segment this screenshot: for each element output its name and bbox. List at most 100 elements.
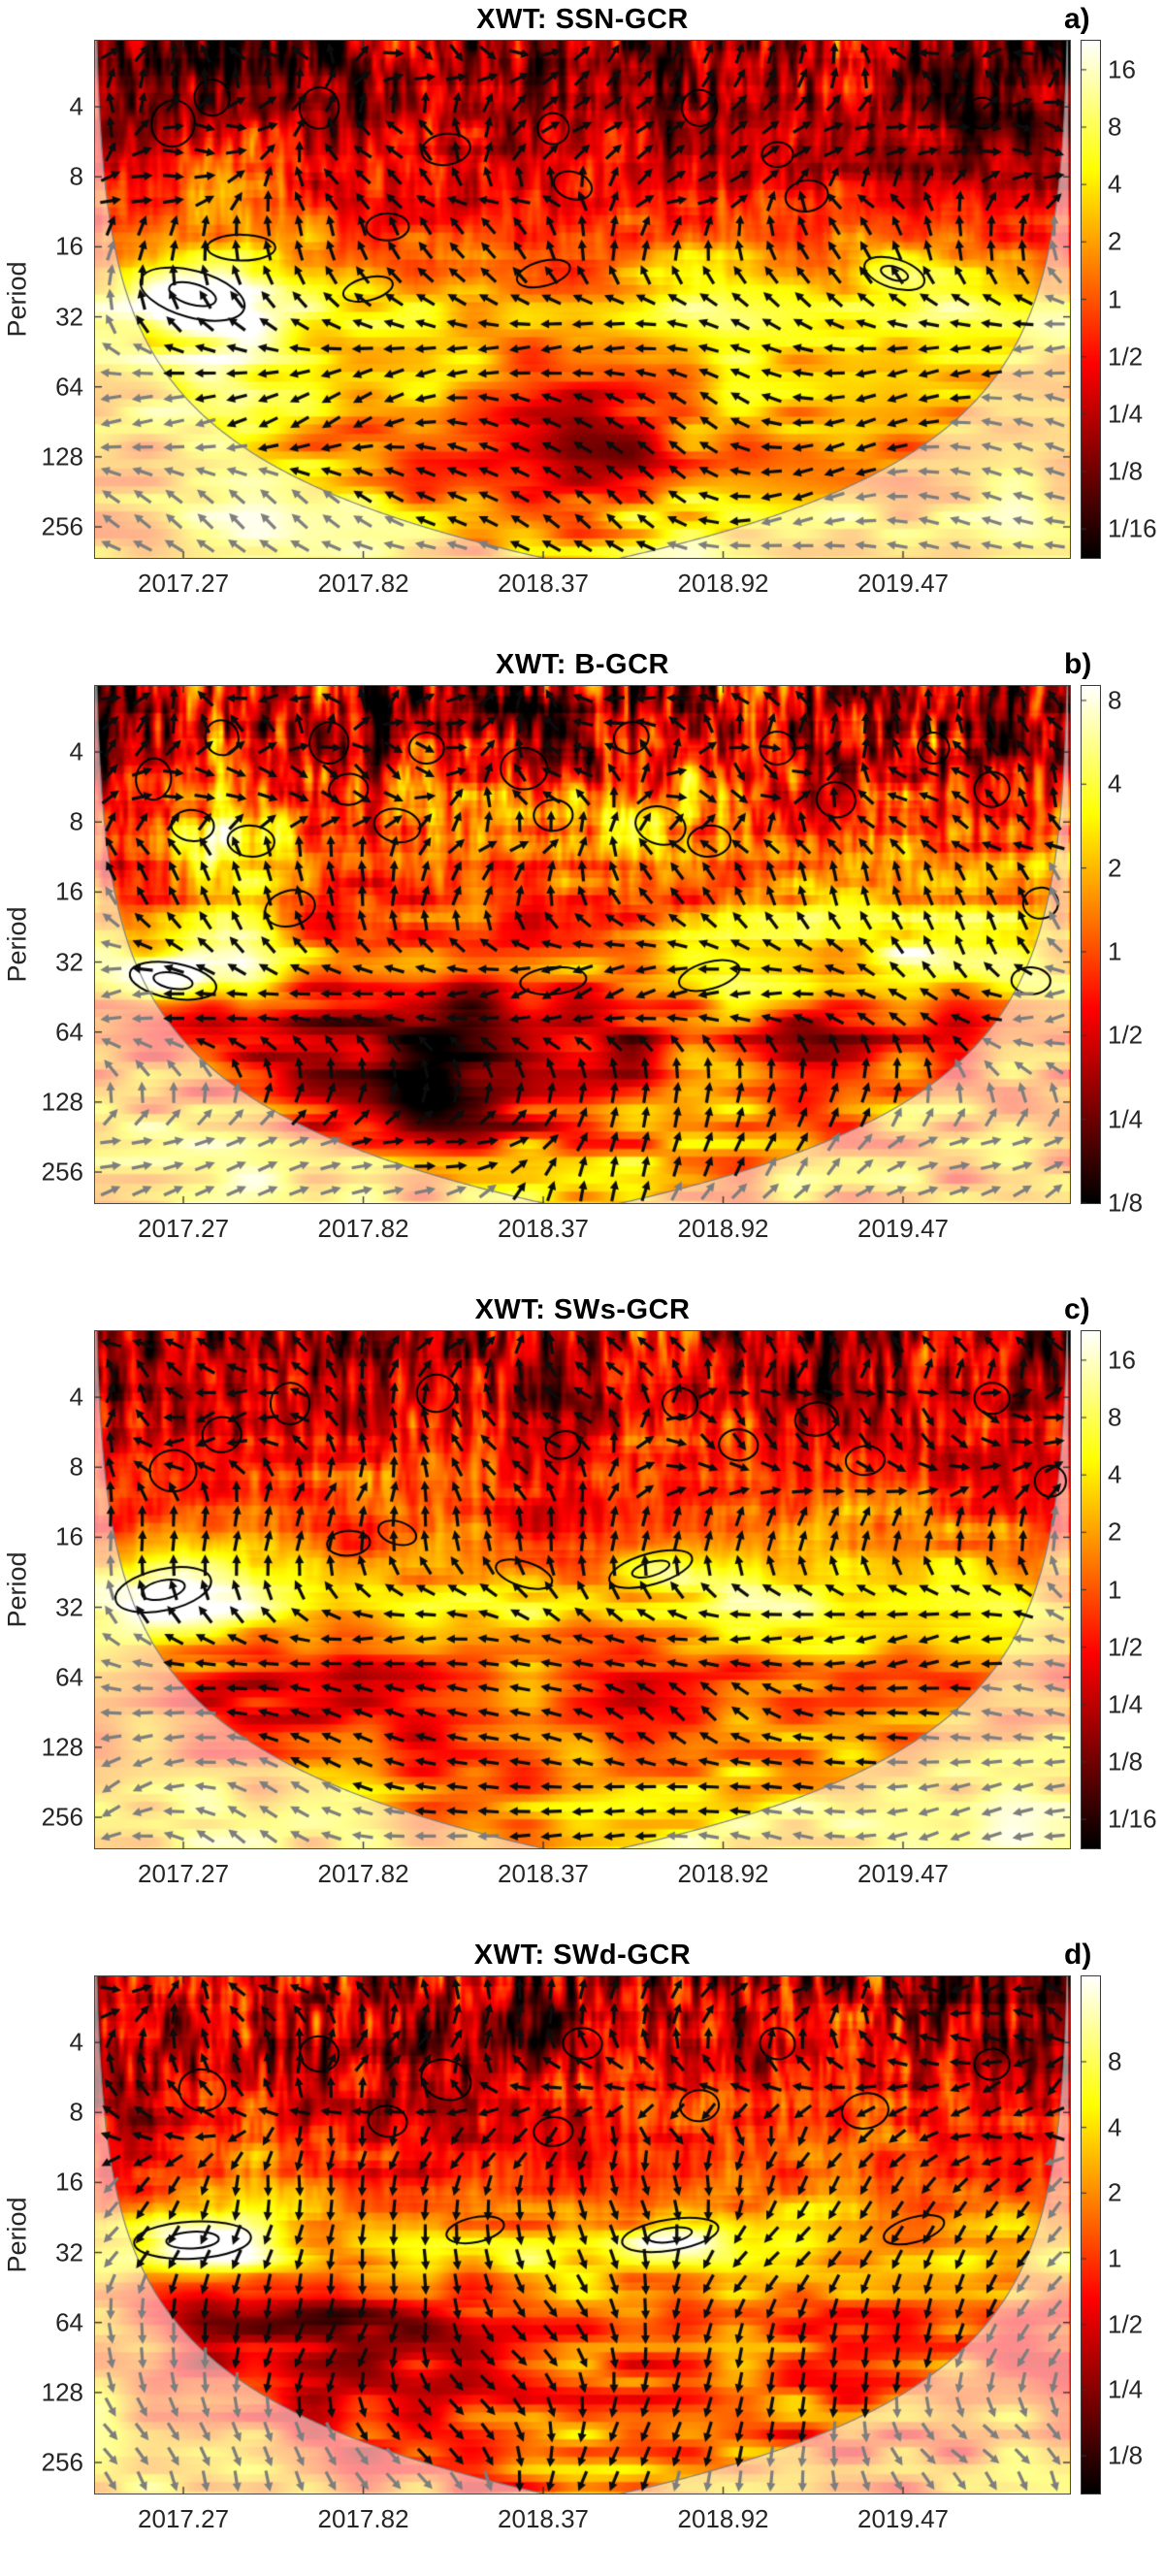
y-tick-label: 32	[55, 302, 83, 332]
colorbar-tick-label: 1	[1108, 284, 1122, 313]
colorbar-tick-label: 4	[1108, 768, 1122, 799]
y-tick-label: 256	[41, 1802, 83, 1832]
colorbar-tick-label: 1	[1108, 936, 1122, 966]
y-tick-label: 8	[69, 1451, 83, 1482]
plot-area	[94, 1975, 1071, 2494]
plot-area	[94, 685, 1071, 1204]
y-axis-ticks: 4 8 16 32 64 128 256	[0, 1331, 87, 1848]
colorbar	[1081, 685, 1101, 1204]
y-axis-ticks: 4 8 16 32 64 128 256	[0, 41, 87, 558]
y-tick-label: 64	[55, 1662, 83, 1692]
x-tick-label: 2018.92	[677, 1214, 769, 1243]
x-tick-label: 2018.37	[498, 569, 590, 598]
colorbar-canvas	[1082, 1976, 1100, 2494]
y-tick-label: 256	[41, 2447, 83, 2477]
colorbar-tick-label: 4	[1108, 1459, 1122, 1489]
x-tick-label: 2017.27	[138, 569, 230, 598]
x-axis-ticks: 2017.27 2017.82 2018.37 2018.92 2019.47	[95, 569, 1070, 602]
x-tick-label: 2018.92	[677, 569, 769, 598]
colorbar-labels: 8 4 2 1 1/2 1/4 1/8	[1108, 1976, 1164, 2494]
colorbar-tick-label: 8	[1108, 2046, 1122, 2076]
colorbar	[1081, 1975, 1101, 2494]
y-tick-label: 4	[69, 1382, 83, 1412]
colorbar-canvas	[1082, 686, 1100, 1203]
colorbar-tick-label: 1/16	[1108, 513, 1157, 543]
colorbar-tick-label: 16	[1108, 1345, 1136, 1375]
x-tick-label: 2019.47	[857, 2504, 949, 2533]
y-tick-label: 8	[69, 161, 83, 191]
x-tick-label: 2019.47	[857, 1859, 949, 1888]
y-tick-label: 32	[55, 947, 83, 977]
x-tick-label: 2019.47	[857, 569, 949, 598]
colorbar-tick-label: 8	[1108, 1402, 1122, 1432]
x-axis-ticks: 2017.27 2017.82 2018.37 2018.92 2019.47	[95, 1859, 1070, 1892]
x-tick-label: 2017.27	[138, 1859, 230, 1888]
heatmap-canvas	[95, 41, 1070, 558]
panel-letter: c)	[1064, 1293, 1090, 1325]
x-tick-label: 2019.47	[857, 1214, 949, 1243]
y-tick-label: 128	[41, 441, 83, 472]
colorbar-tick-label: 4	[1108, 169, 1122, 199]
colorbar-tick-label: 1/8	[1108, 2440, 1144, 2470]
colorbar-canvas	[1082, 1331, 1100, 1848]
colorbar-tick-label: 1	[1108, 1575, 1122, 1604]
x-axis-ticks: 2017.27 2017.82 2018.37 2018.92 2019.47	[95, 1214, 1070, 1247]
y-tick-label: 128	[41, 1087, 83, 1117]
colorbar	[1081, 40, 1101, 559]
x-tick-label: 2018.37	[498, 1859, 590, 1888]
panel-c: XWT: SWs-GCR c) Period 4 8 16 32 64 128 256 20…	[0, 1290, 1164, 1931]
x-tick-label: 2018.92	[677, 2504, 769, 2533]
x-tick-label: 2017.82	[317, 1859, 409, 1888]
colorbar-tick-label: 1	[1108, 2243, 1122, 2273]
panel-b: XWT: B-GCR b) Period 4 8 16 32 64 128 256 2017…	[0, 645, 1164, 1286]
y-tick-label: 32	[55, 1592, 83, 1622]
y-tick-label: 64	[55, 372, 83, 402]
colorbar-labels: 16 8 4 2 1 1/2 1/4 1/8 1/16	[1108, 41, 1164, 558]
x-tick-label: 2017.82	[317, 1214, 409, 1243]
panel-letter: d)	[1064, 1939, 1092, 1971]
colorbar-labels: 8 4 2 1 1/2 1/4 1/8	[1108, 685, 1164, 1217]
y-tick-label: 32	[55, 2237, 83, 2267]
colorbar-tick-label: 8	[1108, 112, 1122, 142]
panel-letter: b)	[1064, 648, 1092, 680]
colorbar-canvas	[1082, 41, 1100, 558]
panel-title: XWT: SWd-GCR	[473, 1940, 692, 1971]
colorbar-tick-label: 1/4	[1108, 399, 1144, 429]
colorbar-tick-label: 1/4	[1108, 2374, 1144, 2404]
y-tick-label: 8	[69, 2097, 83, 2127]
colorbar-labels: 16 8 4 2 1 1/2 1/4 1/8 1/16	[1108, 1331, 1164, 1848]
x-tick-label: 2018.37	[498, 2504, 590, 2533]
panel-title: XWT: SSN-GCR	[476, 4, 689, 35]
heatmap-canvas	[95, 686, 1070, 1203]
colorbar-tick-label: 1/16	[1108, 1804, 1157, 1834]
x-tick-label: 2017.27	[138, 1214, 230, 1243]
colorbar-tick-label: 1/8	[1108, 456, 1144, 486]
panel-a: XWT: SSN-GCR a) Period 4 8 16 32 64 128 256 20…	[0, 0, 1164, 640]
colorbar-tick-label: 8	[1108, 685, 1122, 715]
y-tick-label: 4	[69, 2027, 83, 2057]
y-tick-label: 128	[41, 2377, 83, 2407]
x-tick-label: 2018.92	[677, 1859, 769, 1888]
y-tick-label: 16	[55, 2167, 83, 2197]
y-tick-label: 256	[41, 511, 83, 541]
colorbar-tick-label: 1/2	[1108, 1020, 1144, 1050]
y-tick-label: 64	[55, 2307, 83, 2337]
colorbar-tick-label: 1/8	[1108, 1746, 1144, 1777]
panel-title: XWT: B-GCR	[496, 649, 669, 680]
y-tick-label: 4	[69, 736, 83, 766]
colorbar-tick-label: 2	[1108, 1516, 1122, 1547]
plot-area	[94, 40, 1071, 559]
colorbar-tick-label: 1/4	[1108, 1104, 1144, 1134]
x-tick-label: 2018.37	[498, 1214, 590, 1243]
colorbar-tick-label: 2	[1108, 2177, 1122, 2207]
colorbar-tick-label: 1/8	[1108, 1188, 1144, 1218]
y-tick-label: 4	[69, 91, 83, 121]
panel-title: XWT: SWs-GCR	[474, 1294, 691, 1325]
y-tick-label: 256	[41, 1157, 83, 1187]
colorbar-tick-label: 1/2	[1108, 1632, 1144, 1662]
x-tick-label: 2017.82	[317, 2504, 409, 2533]
y-axis-ticks: 4 8 16 32 64 128 256	[0, 1976, 87, 2494]
plot-area	[94, 1330, 1071, 1849]
heatmap-canvas	[95, 1331, 1070, 1848]
